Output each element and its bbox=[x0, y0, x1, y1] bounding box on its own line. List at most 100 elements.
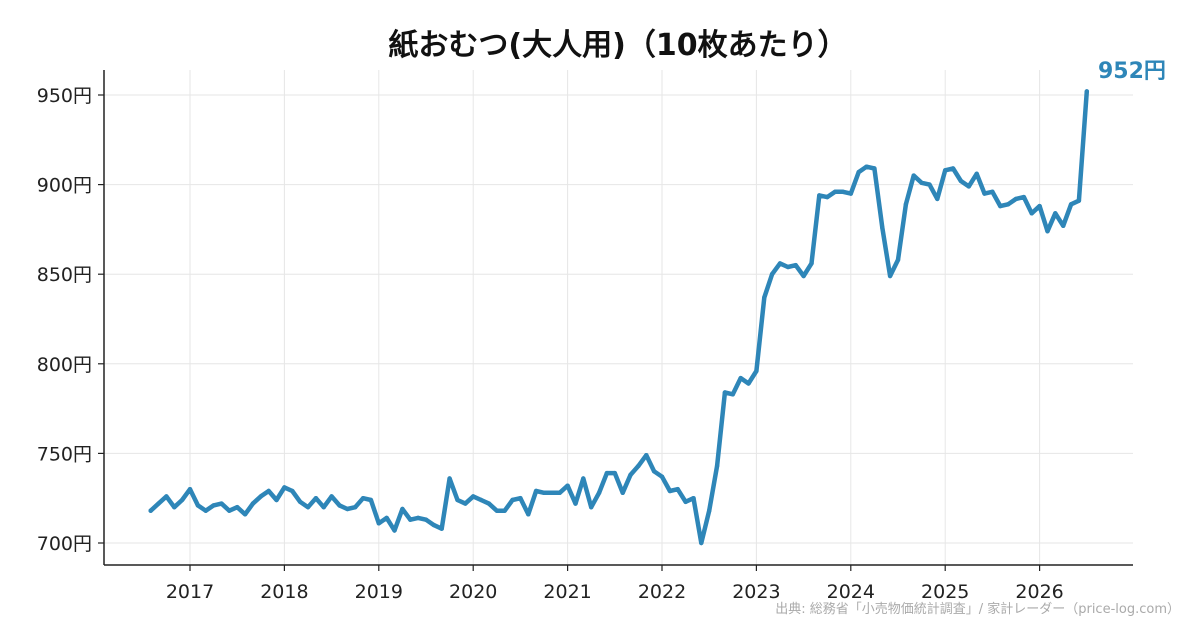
data-point bbox=[722, 390, 728, 395]
data-point bbox=[785, 264, 791, 270]
data-point bbox=[620, 490, 625, 495]
data-point bbox=[1045, 229, 1050, 234]
data-point bbox=[242, 512, 248, 517]
data-point bbox=[793, 263, 798, 268]
data-point bbox=[762, 295, 767, 300]
data-point bbox=[148, 508, 153, 513]
data-point bbox=[313, 496, 319, 501]
data-point bbox=[360, 496, 366, 501]
data-point bbox=[494, 508, 499, 513]
axes bbox=[103, 70, 1133, 566]
data-point bbox=[392, 528, 397, 533]
data-point bbox=[769, 272, 775, 277]
data-point bbox=[919, 180, 924, 185]
data-point bbox=[856, 169, 861, 175]
data-point bbox=[651, 469, 657, 474]
data-point bbox=[714, 463, 720, 469]
data-point bbox=[549, 490, 555, 495]
data-point bbox=[195, 503, 201, 508]
data-point bbox=[982, 191, 987, 196]
data-point bbox=[943, 168, 948, 173]
data-point bbox=[415, 515, 421, 521]
data-point bbox=[266, 488, 271, 494]
y-tick-label: 800円 bbox=[37, 354, 92, 376]
y-tick-label: 850円 bbox=[37, 264, 92, 286]
data-point bbox=[187, 487, 193, 492]
data-point bbox=[235, 505, 240, 510]
data-point bbox=[227, 508, 232, 513]
data-point bbox=[408, 517, 413, 522]
data-point bbox=[1029, 211, 1034, 216]
data-point bbox=[596, 490, 602, 495]
data-point bbox=[990, 189, 995, 194]
data-point bbox=[825, 194, 830, 200]
data-point bbox=[581, 476, 586, 481]
data-point bbox=[573, 501, 578, 506]
data-point bbox=[628, 472, 633, 478]
data-point bbox=[164, 494, 169, 499]
data-point bbox=[817, 193, 822, 198]
data-point bbox=[730, 392, 735, 397]
data-point bbox=[172, 505, 177, 510]
data-point bbox=[872, 166, 877, 171]
data-point bbox=[777, 261, 783, 266]
series-group bbox=[148, 89, 1090, 546]
data-point bbox=[211, 503, 216, 508]
data-point bbox=[423, 517, 429, 522]
data-point bbox=[337, 503, 342, 508]
data-point bbox=[156, 501, 161, 506]
data-point bbox=[644, 453, 649, 458]
x-tick-label: 2019 bbox=[355, 581, 403, 603]
data-point bbox=[455, 497, 460, 503]
data-point bbox=[1084, 89, 1090, 94]
data-point bbox=[840, 189, 846, 194]
data-point bbox=[958, 178, 964, 184]
data-point bbox=[541, 490, 547, 495]
data-point bbox=[935, 196, 940, 202]
data-point bbox=[179, 497, 185, 503]
x-tick-label: 2025 bbox=[921, 581, 969, 603]
data-point bbox=[250, 501, 256, 506]
data-point bbox=[526, 512, 531, 517]
x-axis-ticks: 2017 2018 2019 2020 2021 2022 2023 2024 2025 2026 bbox=[166, 565, 1064, 603]
data-point bbox=[683, 499, 688, 504]
data-point bbox=[848, 191, 853, 196]
data-point bbox=[345, 506, 350, 512]
data-point bbox=[691, 496, 696, 501]
data-point bbox=[274, 497, 279, 503]
data-point bbox=[903, 202, 909, 207]
data-point bbox=[589, 505, 594, 510]
y-tick-label: 750円 bbox=[37, 443, 92, 465]
data-point bbox=[809, 261, 814, 266]
data-point bbox=[282, 485, 287, 490]
data-point bbox=[329, 494, 334, 499]
data-point bbox=[667, 488, 673, 494]
data-point bbox=[510, 497, 515, 503]
data-point bbox=[376, 521, 381, 526]
data-point bbox=[966, 184, 971, 189]
data-point bbox=[447, 476, 452, 481]
data-point bbox=[1005, 202, 1011, 207]
data-point bbox=[1068, 202, 1074, 207]
data-point bbox=[887, 273, 893, 279]
data-point bbox=[746, 381, 751, 386]
data-point bbox=[384, 515, 389, 521]
data-point bbox=[974, 171, 979, 176]
x-tick-label: 2023 bbox=[732, 581, 780, 603]
x-tick-label: 2020 bbox=[449, 581, 497, 603]
x-tick-label: 2022 bbox=[638, 581, 686, 603]
data-point bbox=[258, 494, 263, 499]
data-point bbox=[533, 488, 539, 494]
data-point bbox=[911, 173, 916, 178]
data-point bbox=[290, 488, 295, 494]
data-point bbox=[486, 501, 492, 506]
data-point bbox=[1053, 211, 1058, 216]
grid-lines bbox=[104, 70, 1133, 565]
data-point bbox=[1037, 203, 1042, 209]
data-point bbox=[612, 470, 617, 476]
data-point bbox=[636, 463, 641, 469]
data-point bbox=[1013, 196, 1019, 202]
data-point bbox=[832, 189, 838, 194]
data-point bbox=[880, 225, 885, 230]
